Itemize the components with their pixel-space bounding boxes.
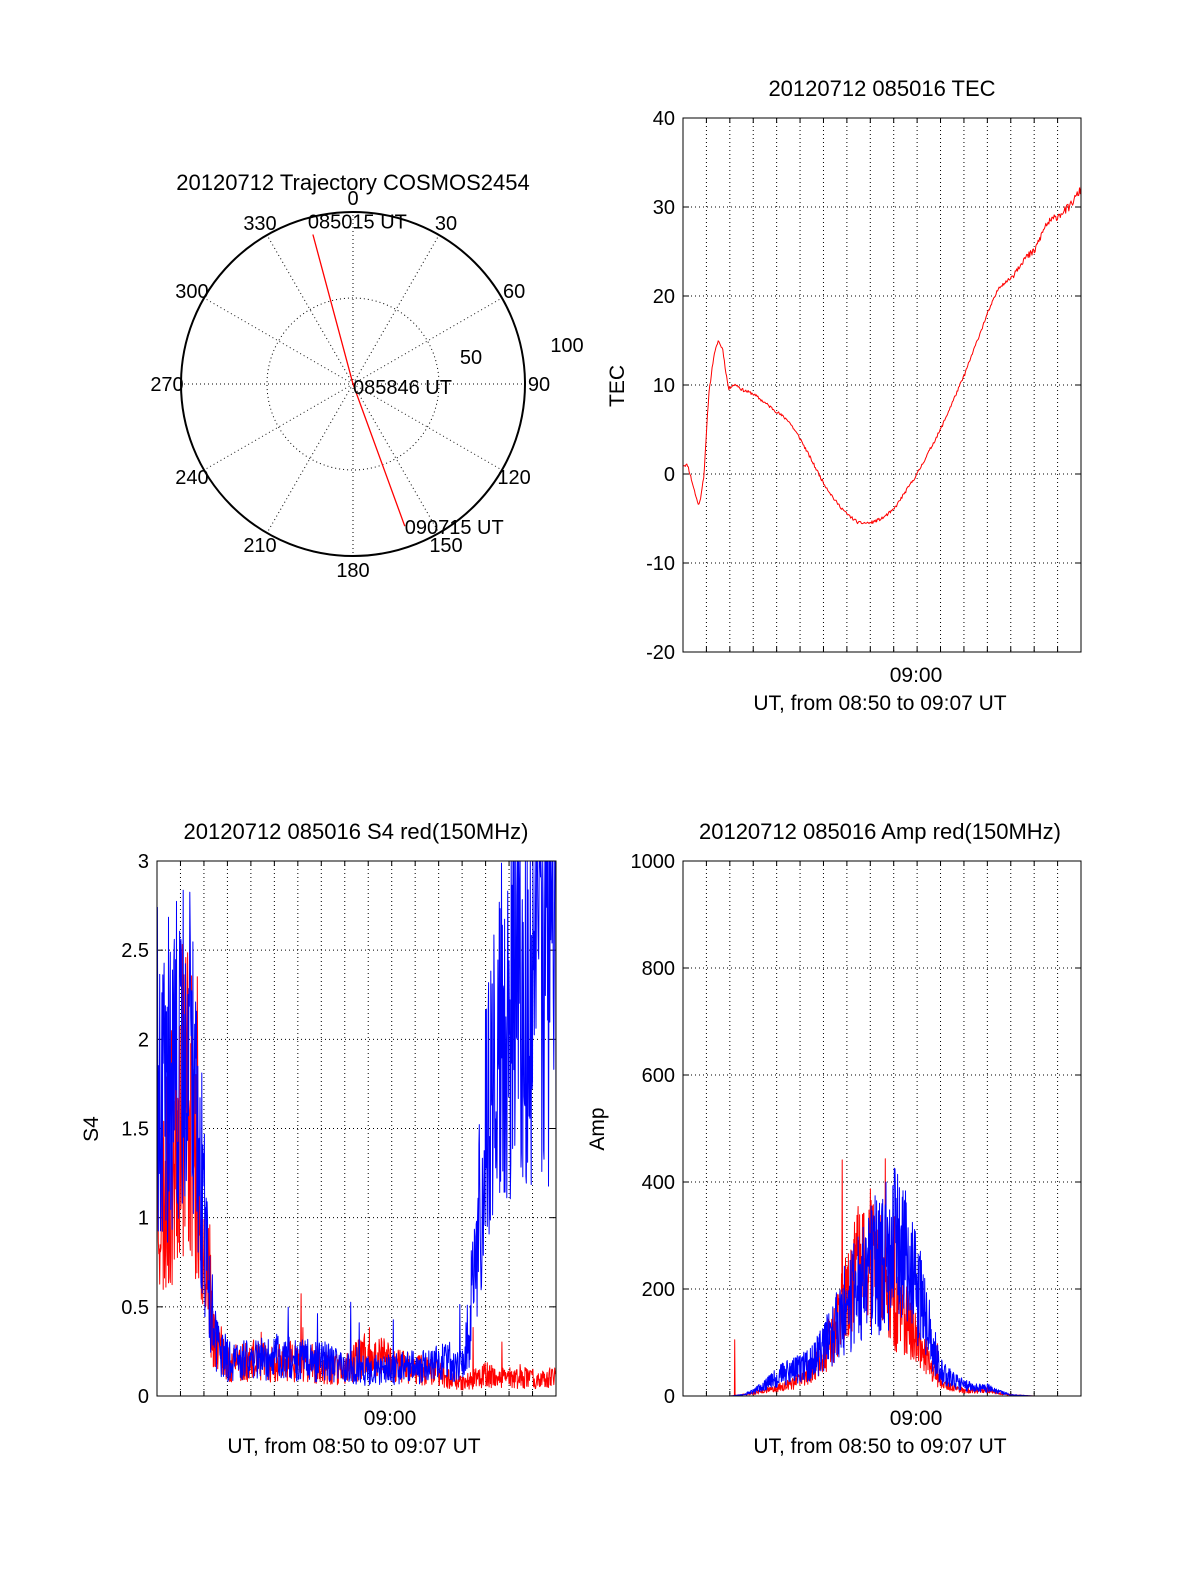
polar-azimuth-label: 240: [175, 467, 208, 489]
polar-azimuth-label: 120: [497, 467, 530, 489]
s4-panel: 20120712 085016 S4 red(150MHz) 0 0.5 1 1.5 2…: [80, 819, 557, 1458]
series-line-red: [156, 944, 557, 1391]
y-tick-label: -10: [646, 553, 675, 575]
y-tick-label: 0: [664, 1386, 675, 1408]
series-line-blue: [156, 860, 557, 1386]
amp-xlabel: UT, from 08:50 to 09:07 UT: [753, 1435, 1006, 1458]
trajectory-point-label: 085846 UT: [353, 377, 452, 399]
polar-azimuth-labels: 0 30 60 90 120 150 180 210 240 270 300 330 50 100: [150, 188, 583, 582]
trajectory-line: [312, 234, 406, 527]
polar-azimuth-label: 30: [435, 213, 457, 235]
polar-azimuth-label: 210: [243, 535, 276, 557]
y-tick-label: 0: [664, 464, 675, 486]
series-line-blue: [682, 1167, 1082, 1397]
y-tick-label: 3: [138, 851, 149, 873]
y-tick-label: 30: [653, 197, 675, 219]
plot-frame: [682, 860, 1082, 1397]
polar-azimuth-label: 0: [347, 188, 358, 210]
tec-xtick-label: 09:00: [890, 664, 943, 687]
trajectory-panel: 20120712 Trajectory COSMOS2454 0 30 60 90 12…: [150, 170, 583, 582]
trajectory-point-label: 090715 UT: [405, 517, 504, 539]
series-line-red: [682, 1158, 1082, 1397]
polar-radial-label: 100: [550, 335, 583, 357]
y-tick-label: 800: [642, 958, 675, 980]
y-tick-label: 0.5: [121, 1297, 149, 1319]
polar-radial-label: 50: [460, 347, 482, 369]
polar-azimuth-label: 150: [429, 535, 462, 557]
s4-ylabel: S4: [80, 1116, 103, 1142]
polar-spoke-120: [352, 383, 503, 471]
polar-azimuth-label: 60: [503, 281, 525, 303]
y-tick-label: 1: [138, 1208, 149, 1230]
polar-azimuth-label: 330: [243, 213, 276, 235]
y-tick-label: 20: [653, 286, 675, 308]
polar-spoke-30: [352, 234, 440, 385]
y-tick-label: 1.5: [121, 1119, 149, 1141]
polar-outer-circle: [180, 211, 526, 557]
polar-spoke-300: [203, 297, 354, 385]
polar-azimuth-label: 300: [175, 281, 208, 303]
y-tick-label: 400: [642, 1172, 675, 1194]
y-tick-label: 2.5: [121, 940, 149, 962]
plot-frame: [682, 117, 1082, 653]
amp-panel: 20120712 085016 Amp red(150MHz) 0 200 400 6…: [586, 819, 1082, 1458]
y-tick-label: 1000: [631, 851, 676, 873]
tec-ylabel: TEC: [606, 365, 629, 407]
s4-title: 20120712 085016 S4 red(150MHz): [184, 819, 529, 844]
y-tick-label: 200: [642, 1279, 675, 1301]
y-tick-label: 40: [653, 108, 675, 130]
polar-grid: [180, 211, 526, 557]
trajectory-point-label: 085015 UT: [308, 211, 407, 233]
polar-spoke-210: [266, 383, 354, 534]
polar-inner-circle: [266, 297, 440, 471]
tec-xlabel: UT, from 08:50 to 09:07 UT: [753, 692, 1006, 715]
polar-spoke-240: [203, 383, 354, 471]
y-tick-label: 10: [653, 375, 675, 397]
s4-xtick-label: 09:00: [364, 1407, 417, 1430]
y-tick-label: 2: [138, 1029, 149, 1051]
tec-title: 20120712 085016 TEC: [768, 76, 995, 101]
s4-xlabel: UT, from 08:50 to 09:07 UT: [227, 1435, 480, 1458]
y-tick-label: 600: [642, 1065, 675, 1087]
polar-spoke-150: [352, 383, 440, 534]
polar-spoke-330: [266, 234, 354, 385]
polar-azimuth-label: 90: [528, 374, 550, 396]
amp-plot-area: 0 200 400 600 800 1000: [631, 851, 1082, 1408]
series-line-red: [682, 186, 1082, 525]
polar-azimuth-label: 180: [336, 560, 369, 582]
amp-xtick-label: 09:00: [890, 1407, 943, 1430]
amp-title: 20120712 085016 Amp red(150MHz): [699, 819, 1061, 844]
polar-azimuth-label: 270: [150, 374, 183, 396]
amp-ylabel: Amp: [586, 1107, 609, 1150]
s4-plot-area: 0 0.5 1 1.5 2 2.5 3: [121, 851, 557, 1408]
polar-spoke-60: [352, 297, 503, 385]
tec-plot-area: -20 -10 0 10 20 30 40: [646, 108, 1082, 664]
y-tick-label: 0: [138, 1386, 149, 1408]
trajectory-track: 085015 UT 085846 UT 090715 UT: [308, 211, 504, 539]
plot-frame: [156, 860, 557, 1397]
y-tick-label: -20: [646, 642, 675, 664]
trajectory-title: 20120712 Trajectory COSMOS2454: [176, 170, 529, 195]
